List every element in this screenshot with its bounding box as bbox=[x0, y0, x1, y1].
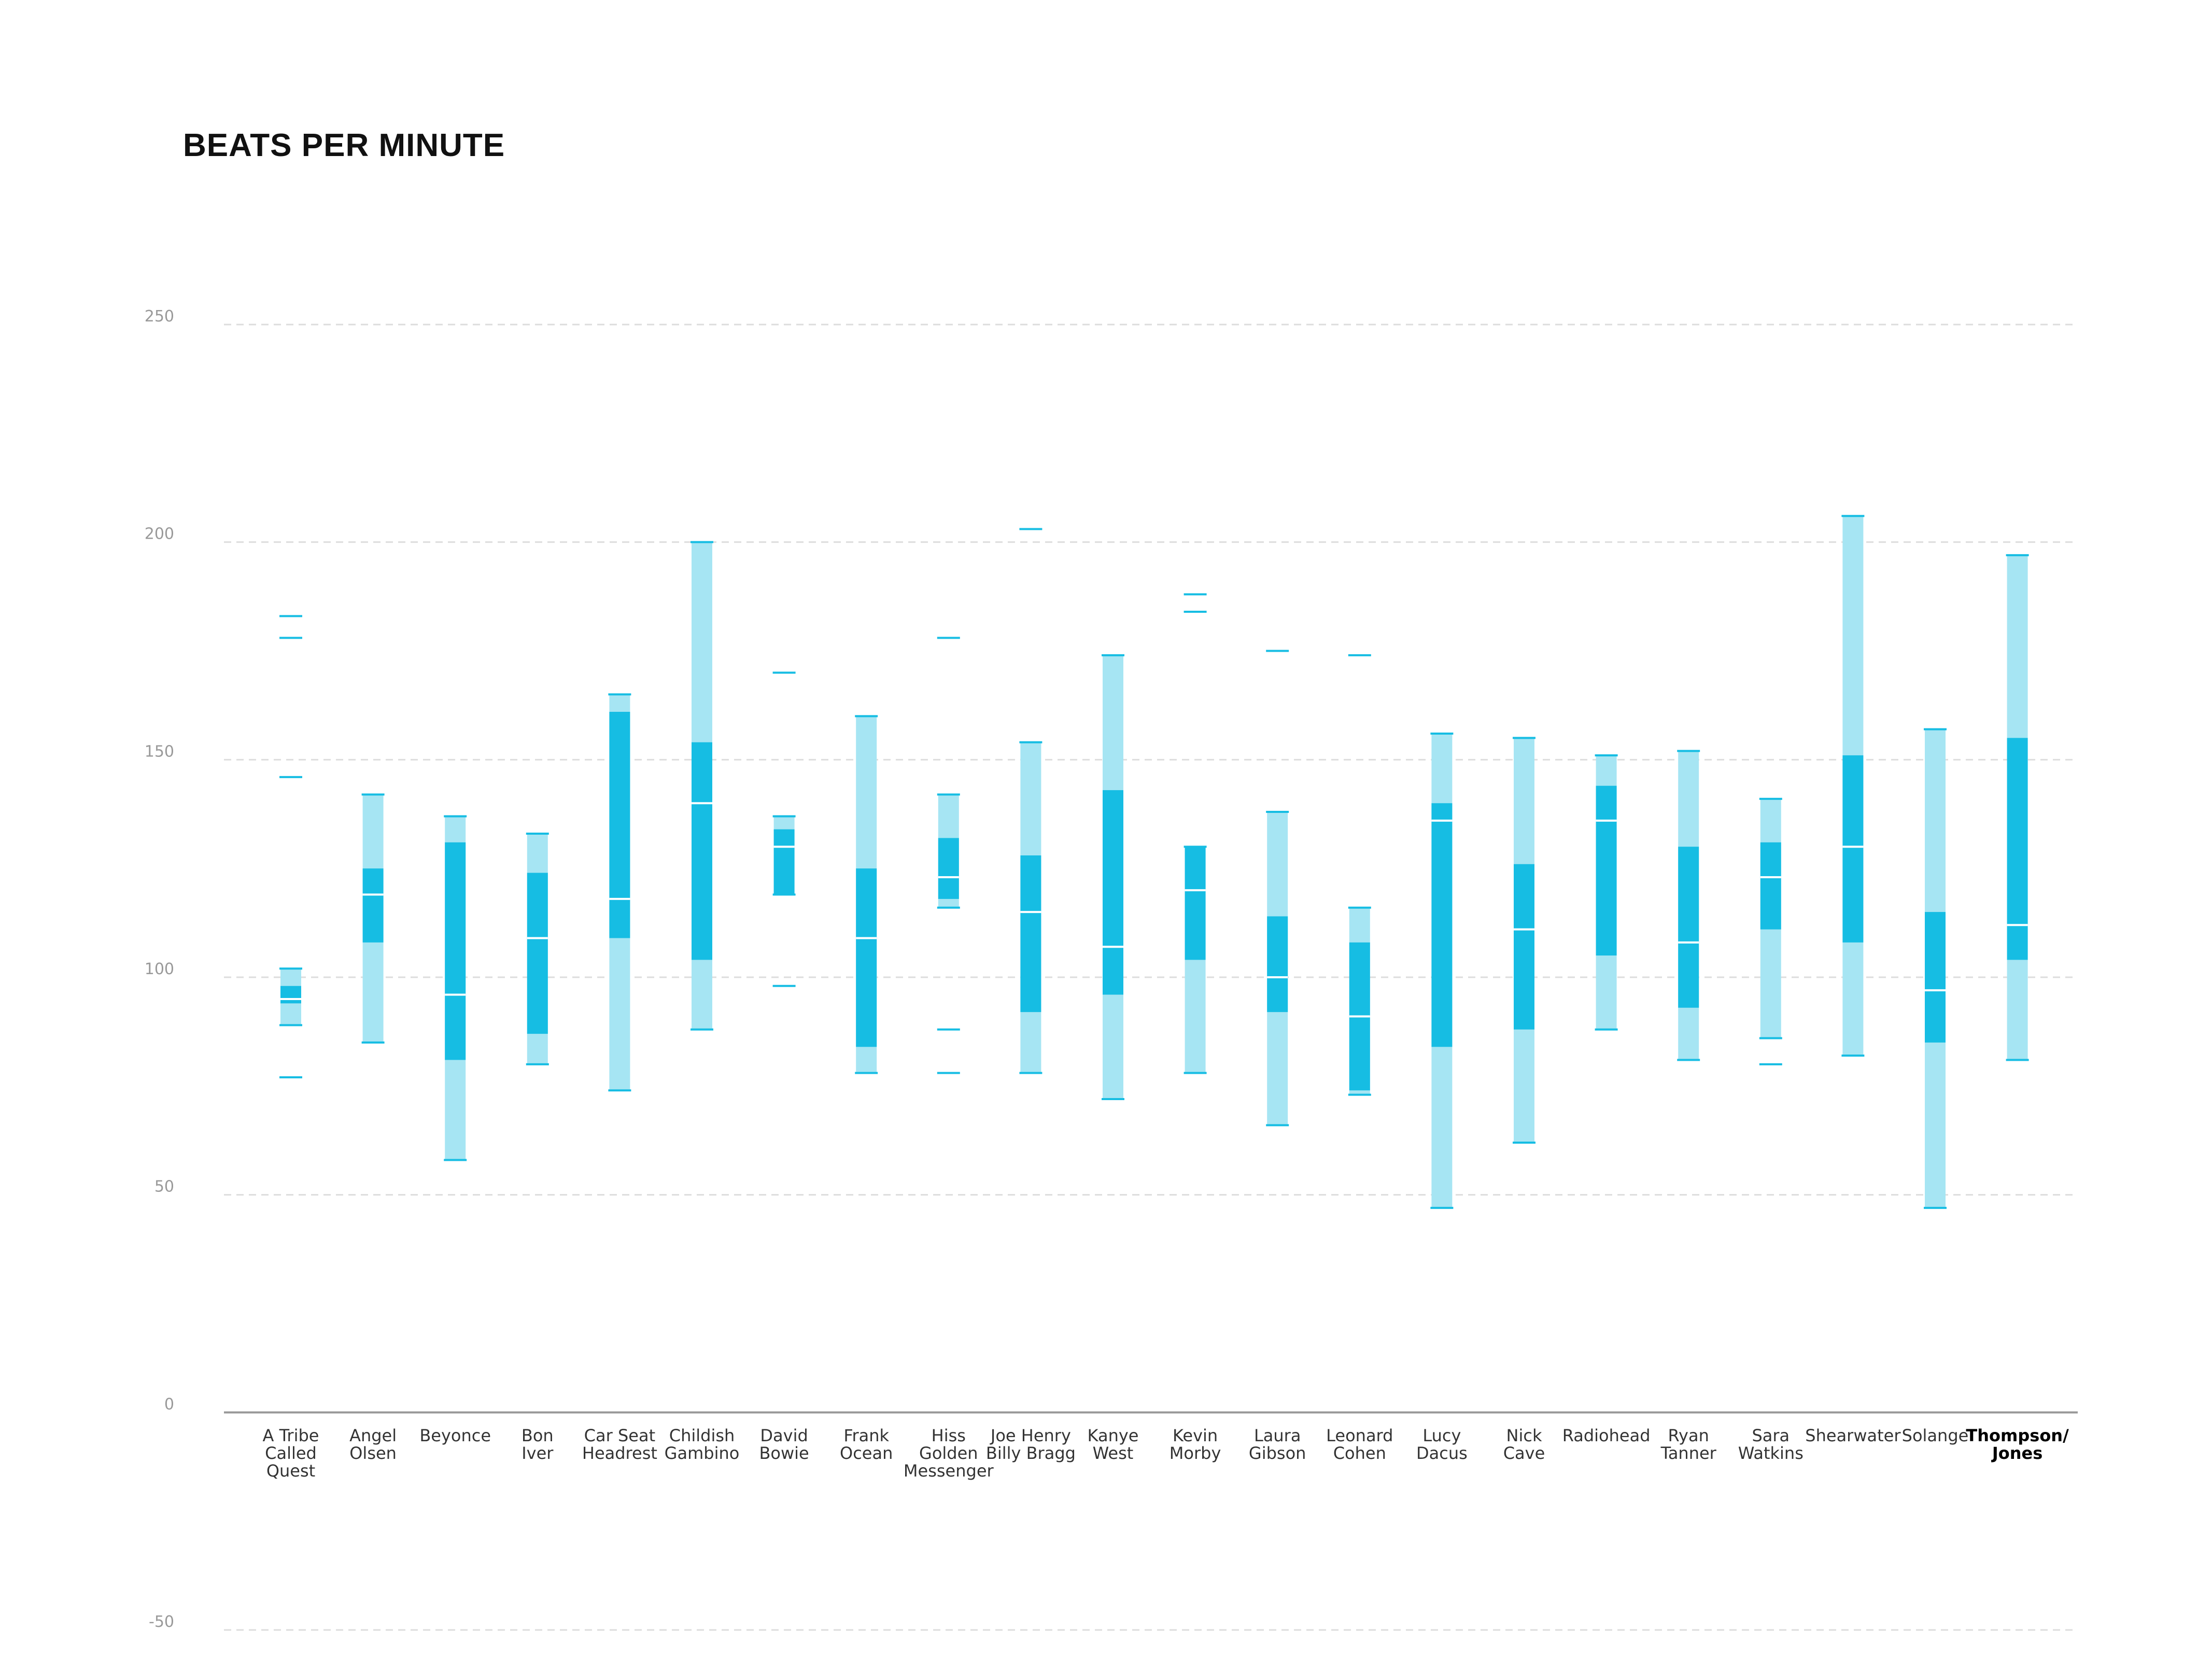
y-tick-label: -50 bbox=[149, 1613, 174, 1631]
x-axis-category-labels: A Tribe Called Quest Angel Olsen Beyonce Bon Iv… bbox=[263, 1426, 2069, 1481]
iqr-box bbox=[2007, 738, 2028, 960]
box-group bbox=[2006, 554, 2029, 1061]
box-group bbox=[279, 615, 302, 1079]
category-label: A Tribe Called Quest bbox=[263, 1426, 319, 1481]
box-group bbox=[444, 815, 467, 1161]
iqr-box bbox=[362, 868, 384, 943]
iqr-box bbox=[1431, 803, 1453, 1047]
iqr-box bbox=[773, 829, 795, 895]
category-label: Lucy Dacus bbox=[1416, 1426, 1468, 1463]
iqr-box bbox=[1842, 755, 1864, 943]
category-label: Bon Iver bbox=[522, 1426, 554, 1463]
y-tick-label: 200 bbox=[145, 525, 174, 543]
category-label: Nick Cave bbox=[1503, 1426, 1545, 1463]
category-label: Car Seat Headrest bbox=[582, 1426, 657, 1463]
category-label: Kanye West bbox=[1088, 1426, 1139, 1463]
iqr-box bbox=[1267, 916, 1288, 1013]
iqr-box bbox=[1596, 785, 1617, 956]
iqr-box bbox=[1925, 912, 1946, 1043]
box-group bbox=[608, 693, 631, 1092]
category-label: Sara Watkins bbox=[1738, 1426, 1804, 1463]
iqr-box bbox=[1514, 864, 1534, 1030]
boxes bbox=[279, 515, 2029, 1209]
iqr-box bbox=[445, 842, 466, 1060]
chart-title: BEATS PER MINUTE bbox=[183, 128, 505, 163]
box-group bbox=[1924, 728, 1947, 1209]
y-tick-label: 150 bbox=[145, 742, 174, 761]
iqr-box bbox=[1678, 847, 1699, 1008]
y-axis-tick-labels: 250 200 150 100 50 0 -50 bbox=[145, 307, 174, 1631]
box-group bbox=[772, 671, 796, 987]
category-label: Joe Henry Billy Bragg bbox=[986, 1426, 1076, 1463]
iqr-box bbox=[1103, 790, 1123, 995]
category-label: Childish Gambino bbox=[665, 1426, 740, 1463]
category-label: Kevin Morby bbox=[1170, 1426, 1221, 1463]
box-group bbox=[691, 541, 713, 1031]
category-label: Radiohead bbox=[1562, 1426, 1651, 1445]
category-label: Frank Ocean bbox=[840, 1426, 893, 1463]
box-group bbox=[1430, 732, 1454, 1209]
category-label: Laura Gibson bbox=[1249, 1426, 1306, 1463]
category-label: Hiss Golden Messenger bbox=[904, 1426, 994, 1481]
box-group bbox=[1595, 754, 1618, 1031]
iqr-box bbox=[856, 868, 877, 1047]
y-tick-label: 50 bbox=[154, 1178, 174, 1196]
iqr-box bbox=[938, 838, 959, 899]
box-group bbox=[1184, 593, 1207, 1074]
iqr-box bbox=[527, 873, 548, 1034]
box-group bbox=[1513, 737, 1535, 1144]
box-group bbox=[937, 637, 960, 1074]
category-label: Leonard Cohen bbox=[1326, 1426, 1393, 1463]
category-label: David Bowie bbox=[759, 1426, 809, 1463]
iqr-box bbox=[692, 742, 712, 960]
category-label: Solange bbox=[1902, 1426, 1969, 1445]
gridlines bbox=[224, 324, 2078, 1631]
iqr-box bbox=[609, 712, 630, 938]
box-group bbox=[1841, 515, 1865, 1057]
category-label: Beyonce bbox=[419, 1426, 491, 1445]
category-label: Shearwater bbox=[1805, 1426, 1901, 1445]
box-group bbox=[855, 715, 878, 1074]
y-tick-label: 0 bbox=[164, 1395, 174, 1413]
y-tick-label: 100 bbox=[145, 960, 174, 978]
category-label: Thompson/Jones bbox=[1966, 1426, 2069, 1463]
category-label: Angel Olsen bbox=[349, 1426, 397, 1463]
box-group bbox=[1019, 528, 1042, 1074]
box-group bbox=[1102, 654, 1124, 1101]
box-group bbox=[1266, 650, 1289, 1127]
box-group bbox=[361, 793, 385, 1044]
box-group bbox=[1677, 750, 1700, 1061]
iqr-box bbox=[1020, 855, 1041, 1013]
iqr-box bbox=[280, 986, 301, 1004]
category-label: Ryan Tanner bbox=[1660, 1426, 1717, 1463]
box-group bbox=[526, 833, 549, 1065]
box-group bbox=[1759, 797, 1782, 1065]
iqr-box bbox=[1760, 842, 1781, 930]
iqr-box bbox=[1185, 847, 1206, 960]
y-tick-label: 250 bbox=[145, 307, 174, 326]
box-group bbox=[1348, 654, 1371, 1096]
